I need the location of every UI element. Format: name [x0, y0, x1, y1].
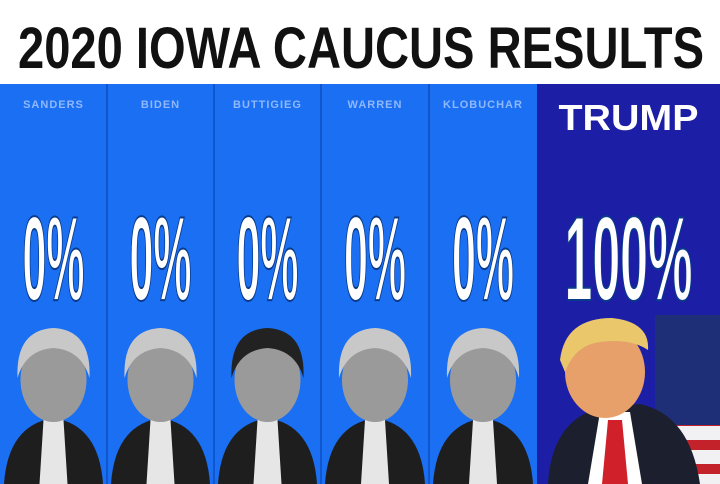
result-percent: 0%	[452, 192, 514, 326]
candidate-name: BIDEN	[141, 99, 180, 111]
candidate-name: BUTTIGIEG	[233, 99, 302, 111]
hair	[17, 328, 90, 378]
result-percent: 0%	[130, 192, 192, 326]
shirt	[361, 420, 389, 484]
flag-canton	[655, 315, 720, 425]
hair	[560, 318, 649, 372]
face	[20, 338, 87, 422]
portrait	[111, 328, 210, 484]
portrait	[325, 328, 425, 484]
face	[565, 326, 645, 418]
face	[127, 338, 194, 422]
title: 2020 IOWA CAUCUS RESULTS	[18, 16, 704, 81]
title-band	[0, 0, 720, 84]
result-percent: 100%	[565, 192, 693, 326]
shirt	[253, 420, 282, 484]
hair	[446, 328, 520, 378]
face	[342, 338, 408, 422]
result-percent: 0%	[344, 192, 406, 326]
face	[234, 338, 301, 422]
portrait	[4, 328, 103, 484]
columns: SANDERS 0% BIDEN 0% BUTTIGIEG 0% WARREN 0% KLOBU…	[0, 84, 720, 484]
result-percent: 0%	[237, 192, 299, 326]
hair	[338, 328, 412, 378]
candidate-name: KLOBUCHAR	[443, 99, 523, 111]
hair	[231, 328, 304, 378]
portrait	[433, 328, 533, 484]
shirt	[146, 420, 175, 484]
hair	[124, 328, 197, 378]
shirt	[469, 420, 497, 484]
face	[450, 338, 516, 422]
portrait	[548, 315, 720, 484]
shirt	[39, 420, 68, 484]
tie	[602, 420, 628, 484]
result-percent: 0%	[23, 192, 85, 326]
candidate-name: WARREN	[348, 99, 403, 111]
portrait	[218, 328, 317, 484]
winner-name: TRUMP	[559, 97, 699, 138]
candidate-name: SANDERS	[23, 99, 84, 111]
